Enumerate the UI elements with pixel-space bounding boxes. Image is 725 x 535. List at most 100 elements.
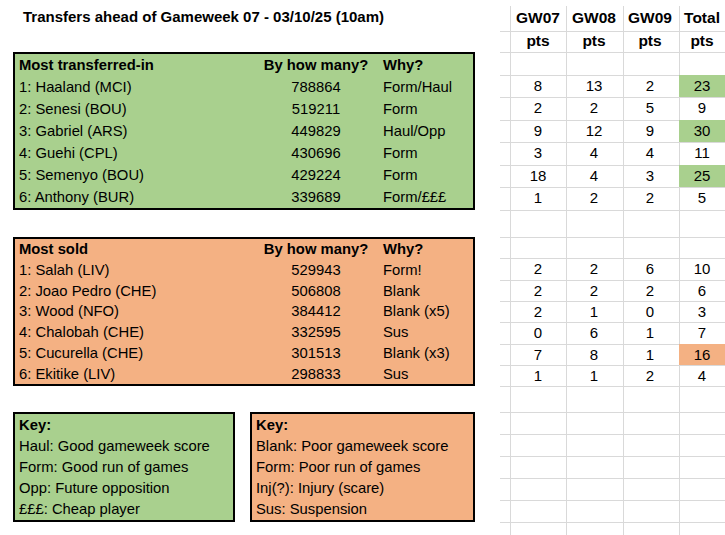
count-cell[interactable]: 301513: [255, 343, 377, 364]
col-header-gw07[interactable]: GW07: [510, 6, 566, 29]
col-header-gw08[interactable]: GW08: [566, 6, 622, 29]
col-subheader-gw08-pts[interactable]: pts: [566, 29, 622, 52]
player-cell[interactable]: 4: Chalobah (CHE): [15, 322, 255, 343]
pts-cell[interactable]: 1: [622, 322, 678, 343]
why-cell[interactable]: Blank (x5): [377, 301, 473, 322]
most-sold-header[interactable]: Most sold: [15, 239, 255, 260]
pts-cell[interactable]: 10: [679, 258, 725, 279]
col-subheader-gw07-pts[interactable]: pts: [510, 29, 566, 52]
why-cell[interactable]: Form/Haul: [377, 76, 473, 98]
pts-cell[interactable]: 18: [510, 165, 566, 188]
why-cell[interactable]: Form: [377, 142, 473, 164]
pts-cell[interactable]: 2: [566, 258, 622, 279]
why-cell[interactable]: Blank (x3): [377, 343, 473, 364]
pts-cell[interactable]: 1: [566, 365, 622, 386]
count-cell[interactable]: 506808: [255, 280, 377, 301]
why-header[interactable]: Why?: [377, 239, 473, 260]
pts-cell[interactable]: 7: [679, 322, 725, 343]
why-header[interactable]: Why?: [377, 54, 473, 76]
pts-cell[interactable]: 12: [566, 120, 622, 143]
why-cell[interactable]: Sus: [377, 363, 473, 384]
col-subheader-total-pts[interactable]: pts: [679, 29, 725, 52]
count-cell[interactable]: 332595: [255, 322, 377, 343]
count-cell[interactable]: 430696: [255, 142, 377, 164]
pts-cell[interactable]: 6: [679, 280, 725, 301]
pts-cell[interactable]: 7: [510, 344, 566, 365]
why-cell[interactable]: Form: [377, 98, 473, 120]
pts-cell[interactable]: 16: [679, 344, 725, 365]
pts-cell[interactable]: 30: [679, 120, 725, 143]
pts-cell[interactable]: 8: [566, 344, 622, 365]
player-cell[interactable]: 5: Semenyo (BOU): [15, 164, 255, 186]
pts-cell[interactable]: 8: [510, 75, 566, 98]
pts-cell[interactable]: 1: [622, 344, 678, 365]
pts-cell[interactable]: 5: [622, 97, 678, 120]
pts-cell[interactable]: 1: [566, 301, 622, 322]
pts-cell[interactable]: 2: [510, 301, 566, 322]
pts-cell[interactable]: 2: [566, 187, 622, 210]
why-cell[interactable]: Haul/Opp: [377, 120, 473, 142]
col-header-gw09[interactable]: GW09: [622, 6, 678, 29]
pts-cell[interactable]: 25: [679, 165, 725, 188]
pts-cell[interactable]: 2: [510, 258, 566, 279]
pts-cell[interactable]: 0: [622, 301, 678, 322]
pts-cell[interactable]: 3: [679, 301, 725, 322]
pts-cell[interactable]: 4: [622, 142, 678, 165]
pts-cell[interactable]: 23: [679, 75, 725, 98]
player-cell[interactable]: 2: Senesi (BOU): [15, 98, 255, 120]
why-cell[interactable]: Form/£££: [377, 186, 473, 208]
count-cell[interactable]: 449829: [255, 120, 377, 142]
player-cell[interactable]: 3: Gabriel (ARS): [15, 120, 255, 142]
why-cell[interactable]: Sus: [377, 322, 473, 343]
count-cell[interactable]: 339689: [255, 186, 377, 208]
pts-cell[interactable]: 9: [510, 120, 566, 143]
player-cell[interactable]: 2: Joao Pedro (CHE): [15, 280, 255, 301]
player-cell[interactable]: 1: Haaland (MCI): [15, 76, 255, 98]
pts-cell[interactable]: 4: [566, 142, 622, 165]
why-cell[interactable]: Form: [377, 164, 473, 186]
count-cell[interactable]: 519211: [255, 98, 377, 120]
pts-cell[interactable]: 2: [622, 187, 678, 210]
pts-cell[interactable]: 9: [622, 120, 678, 143]
player-cell[interactable]: 6: Anthony (BUR): [15, 186, 255, 208]
count-cell[interactable]: 529943: [255, 260, 377, 281]
count-cell[interactable]: 298833: [255, 363, 377, 384]
count-cell[interactable]: 384412: [255, 301, 377, 322]
pts-cell[interactable]: 2: [566, 280, 622, 301]
player-cell[interactable]: 3: Wood (NFO): [15, 301, 255, 322]
col-header-total[interactable]: Total: [679, 6, 725, 29]
pts-cell[interactable]: 6: [622, 258, 678, 279]
pts-cell[interactable]: 2: [566, 97, 622, 120]
pts-cell[interactable]: 3: [622, 165, 678, 188]
pts-cell[interactable]: 2: [622, 280, 678, 301]
pts-cell[interactable]: 1: [510, 187, 566, 210]
by-how-many-header[interactable]: By how many?: [255, 54, 377, 76]
pts-cell[interactable]: 3: [510, 142, 566, 165]
pts-cell[interactable]: 11: [679, 142, 725, 165]
pts-cell[interactable]: 4: [679, 365, 725, 386]
key-title: Key:: [15, 414, 233, 435]
pts-cell[interactable]: 1: [510, 365, 566, 386]
pts-cell[interactable]: 13: [566, 75, 622, 98]
col-subheader-gw09-pts[interactable]: pts: [622, 29, 678, 52]
pts-cell[interactable]: 2: [622, 75, 678, 98]
by-how-many-header[interactable]: By how many?: [255, 239, 377, 260]
pts-cell[interactable]: 2: [510, 280, 566, 301]
pts-cell[interactable]: 5: [679, 187, 725, 210]
pts-cell[interactable]: 6: [566, 322, 622, 343]
pts-cell[interactable]: 2: [510, 97, 566, 120]
player-cell[interactable]: 5: Cucurella (CHE): [15, 343, 255, 364]
why-cell[interactable]: Blank: [377, 280, 473, 301]
why-cell[interactable]: Form!: [377, 260, 473, 281]
gridline: [500, 210, 725, 211]
player-cell[interactable]: 6: Ekitike (LIV): [15, 363, 255, 384]
count-cell[interactable]: 429224: [255, 164, 377, 186]
transferred-in-header[interactable]: Most transferred-in: [15, 54, 255, 76]
player-cell[interactable]: 1: Salah (LIV): [15, 260, 255, 281]
count-cell[interactable]: 788864: [255, 76, 377, 98]
pts-cell[interactable]: 4: [566, 165, 622, 188]
pts-cell[interactable]: 0: [510, 322, 566, 343]
player-cell[interactable]: 4: Guehi (CPL): [15, 142, 255, 164]
pts-cell[interactable]: 9: [679, 97, 725, 120]
pts-cell[interactable]: 2: [622, 365, 678, 386]
